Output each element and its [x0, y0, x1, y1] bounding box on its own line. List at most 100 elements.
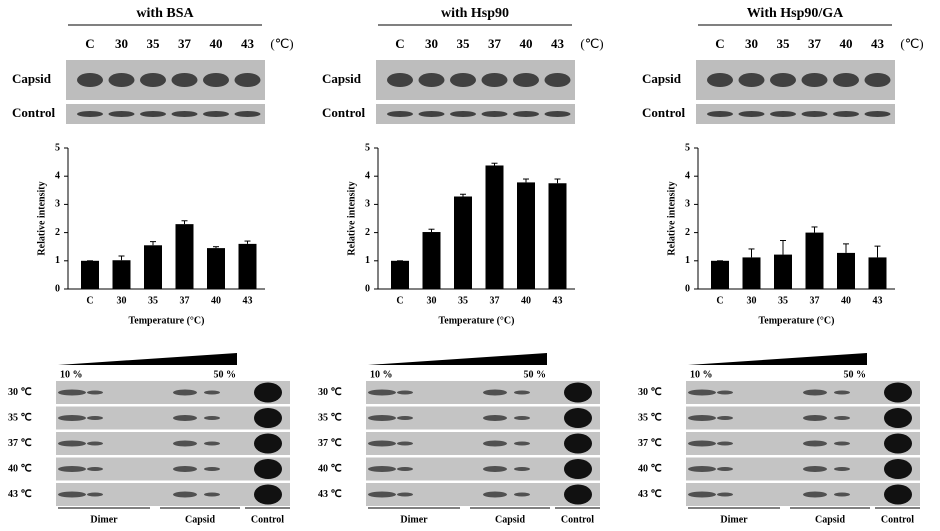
- panel-title: With Hsp90/GA: [747, 6, 844, 21]
- x-axis-label: Temperature (°C): [129, 315, 205, 326]
- gradient-band: [87, 441, 103, 446]
- gradient-band: [87, 416, 103, 420]
- blot-band: [387, 73, 413, 87]
- gradient-row-label: 40 ℃: [318, 463, 342, 474]
- bar: [805, 232, 824, 289]
- gradient-band: [803, 440, 827, 447]
- lane-label: 43: [551, 36, 565, 51]
- gradient-band: [483, 440, 507, 447]
- lane-label: 37: [808, 36, 822, 51]
- blot-band: [481, 111, 508, 117]
- gradient-band: [483, 389, 507, 396]
- gradient-wedge: [58, 353, 237, 365]
- control-band: [254, 408, 282, 428]
- gradient-band: [368, 491, 396, 498]
- y-tick-label: 5: [685, 142, 690, 153]
- unit-label: (℃): [580, 36, 603, 51]
- x-tick-label: 37: [490, 295, 500, 306]
- unit-label: (℃): [270, 36, 293, 51]
- gradient-row-label: 35 ℃: [638, 412, 662, 423]
- lane-label: 35: [777, 36, 791, 51]
- gradient-band: [834, 441, 850, 446]
- bar: [837, 252, 855, 289]
- gradient-row-label: 37 ℃: [8, 438, 32, 449]
- x-axis-label: Temperature (°C): [439, 315, 515, 326]
- gradient-band: [483, 466, 507, 472]
- gradient-band: [688, 389, 716, 396]
- bar: [144, 245, 162, 289]
- y-tick-label: 0: [685, 283, 690, 294]
- blot-band: [203, 111, 229, 117]
- gradient-band: [58, 491, 86, 498]
- y-tick-label: 1: [365, 255, 370, 266]
- fraction-label: Capsid: [495, 514, 525, 525]
- lane-label: 37: [488, 36, 502, 51]
- x-tick-label: C: [716, 295, 723, 306]
- fraction-label: Capsid: [185, 514, 215, 525]
- gradient-band: [483, 415, 507, 421]
- gradient-band: [803, 389, 827, 396]
- lane-label: 35: [147, 36, 161, 51]
- gradient-wedge: [368, 353, 547, 365]
- blot-band: [77, 111, 103, 117]
- gradient-band: [803, 466, 827, 472]
- x-tick-label: 37: [180, 295, 190, 306]
- y-axis-label: Relative intensity: [346, 181, 357, 255]
- bar: [422, 232, 441, 289]
- bar: [175, 224, 194, 289]
- y-tick-label: 4: [55, 170, 60, 181]
- x-tick-label: 35: [458, 295, 468, 306]
- blot-row-label: Capsid: [322, 71, 362, 86]
- control-band: [564, 382, 592, 403]
- control-band: [564, 408, 592, 428]
- blot-row-label: Control: [12, 105, 55, 120]
- gradient-band: [514, 467, 530, 471]
- unit-label: (℃): [900, 36, 923, 51]
- gradient-high: 50 %: [214, 369, 237, 380]
- bar: [517, 182, 535, 289]
- y-tick-label: 4: [685, 170, 690, 181]
- fraction-label: Capsid: [815, 514, 845, 525]
- gradient-low: 10 %: [60, 369, 83, 380]
- gradient-band: [368, 415, 396, 421]
- x-tick-label: 35: [148, 295, 158, 306]
- gradient-band: [87, 492, 103, 497]
- blot-band: [140, 73, 166, 87]
- gradient-row-label: 37 ℃: [318, 438, 342, 449]
- control-band: [884, 382, 912, 403]
- blot-band: [77, 73, 103, 87]
- y-tick-label: 4: [365, 170, 370, 181]
- lane-label: C: [395, 36, 404, 51]
- gradient-band: [58, 415, 86, 421]
- gradient-row-label: 35 ℃: [318, 412, 342, 423]
- blot-band: [234, 73, 261, 87]
- x-axis-label: Temperature (°C): [759, 315, 835, 326]
- y-tick-label: 0: [55, 283, 60, 294]
- lane-label: 30: [115, 36, 128, 51]
- gradient-band: [204, 416, 220, 420]
- x-tick-label: 40: [841, 295, 851, 306]
- gradient-band: [514, 441, 530, 446]
- gradient-band: [834, 467, 850, 471]
- blot-band: [544, 111, 571, 117]
- blot-band: [738, 111, 765, 117]
- control-band: [254, 484, 282, 505]
- gradient-band: [368, 389, 396, 396]
- gradient-row-label: 37 ℃: [638, 438, 662, 449]
- blot-band: [234, 111, 261, 117]
- lane-label: 35: [457, 36, 471, 51]
- gradient-row-label: 43 ℃: [8, 489, 32, 500]
- blot-band: [418, 111, 445, 117]
- panel-title: with BSA: [136, 6, 194, 21]
- gradient-band: [173, 415, 197, 421]
- y-tick-label: 3: [365, 199, 370, 210]
- bar: [485, 165, 504, 289]
- y-axis-label: Relative intensity: [36, 181, 47, 255]
- gradient-band: [514, 416, 530, 420]
- lane-label: 30: [745, 36, 758, 51]
- blot-band: [864, 73, 891, 87]
- blot-band: [770, 73, 796, 87]
- control-band: [254, 459, 282, 479]
- gradient-row-label: 30 ℃: [8, 387, 32, 398]
- bar: [238, 243, 257, 289]
